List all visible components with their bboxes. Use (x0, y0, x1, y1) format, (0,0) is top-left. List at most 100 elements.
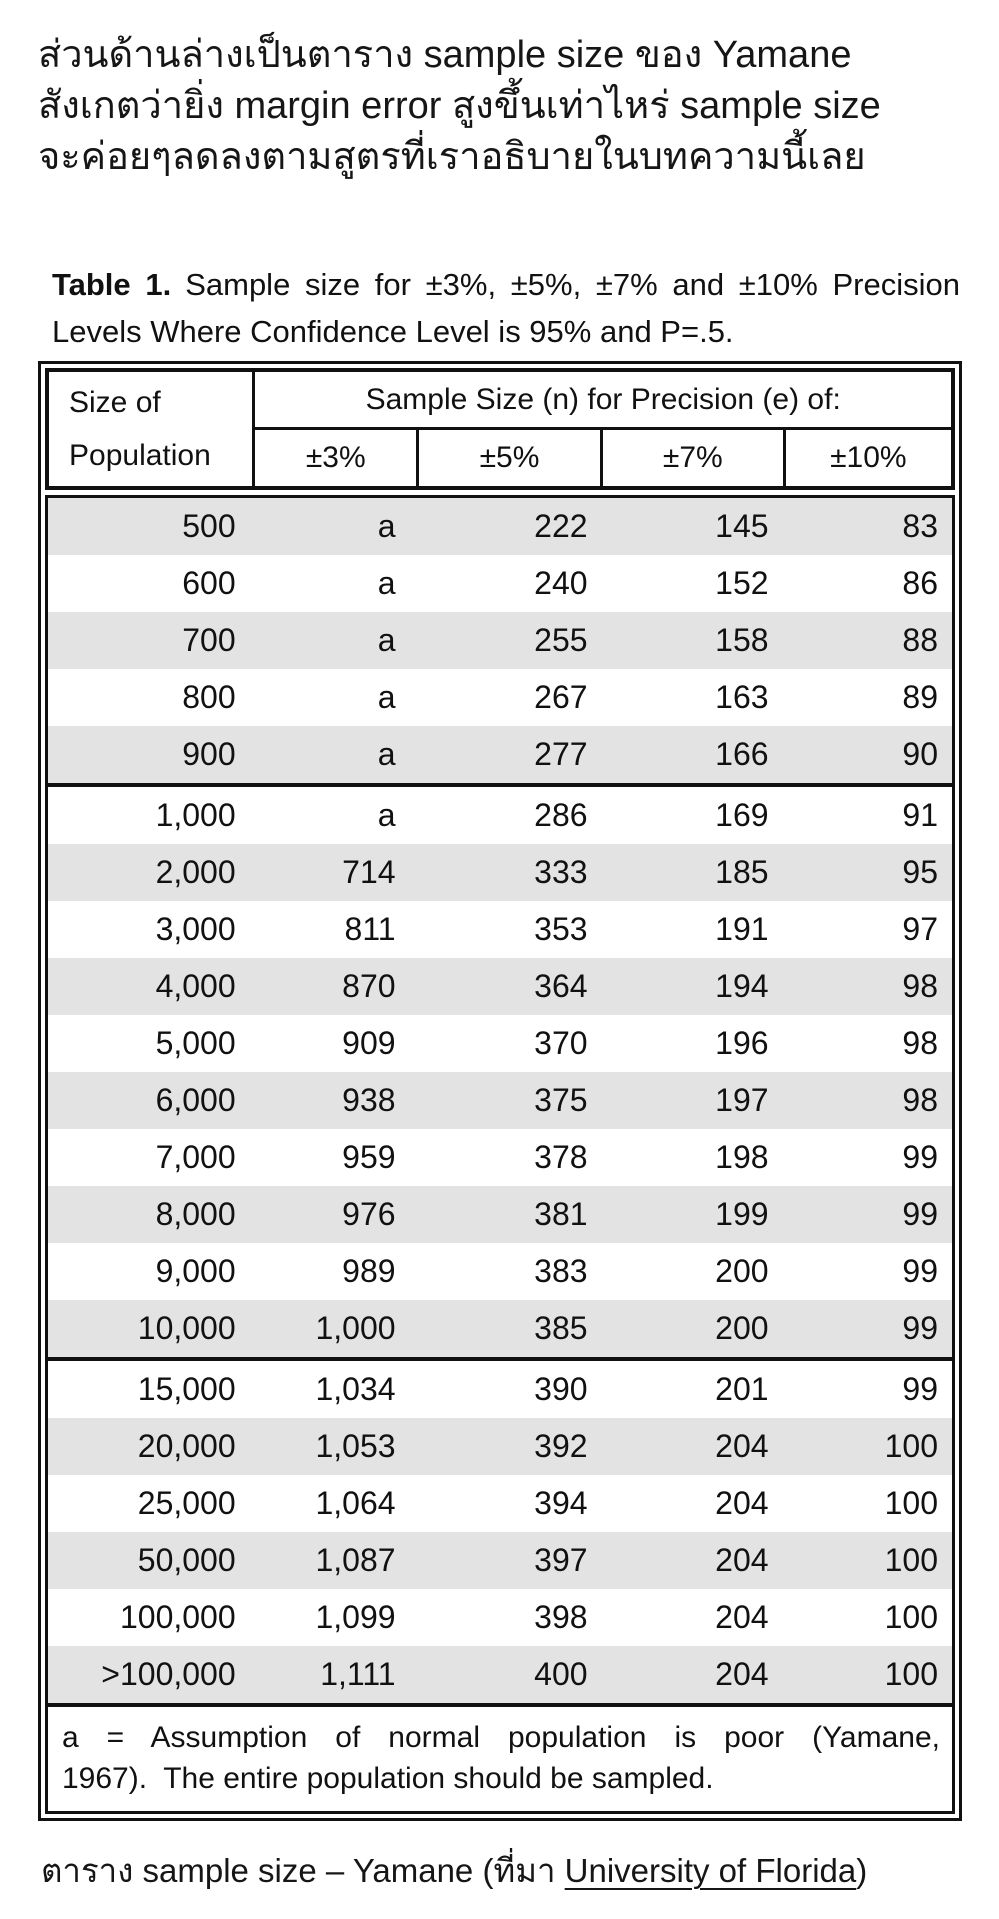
sample-size-cell: 976 (253, 1186, 418, 1243)
sample-size-cell: 100 (784, 1646, 954, 1705)
table-row: 2,000 714 333 185 95 (46, 844, 954, 901)
population-cell: 5,000 (155, 1025, 236, 1061)
table-row: 25,000 1,064 394 204 100 (47, 1475, 954, 1532)
sample-size-cell: 100 (784, 1532, 954, 1589)
population-cell: 800 (182, 679, 236, 715)
sample-size-cell: 185 (601, 844, 785, 901)
sample-size-cell: 277 (417, 726, 602, 785)
intro-line: ส่วนด้านล่างเป็นตาราง sample size ของ Ya… (38, 34, 852, 76)
caption-link[interactable]: University of Florida (564, 1852, 857, 1889)
sample-size-cell: 1,053 (253, 1418, 418, 1475)
population-cell: 10,000 (46, 1300, 254, 1359)
sample-size-cell: 88 (784, 612, 954, 669)
sample-size-cell: 370 (534, 1025, 588, 1061)
footnote-line: 1967). The entire population should be s… (62, 1762, 714, 1795)
population-cell: 15,000 (46, 1357, 254, 1418)
sample-size-cell: 870 (253, 958, 418, 1015)
sample-size-cell: a (253, 726, 418, 785)
sample-size-cell: 353 (534, 911, 588, 947)
sample-size-cell: 191 (715, 911, 769, 947)
caption-suffix: ) (856, 1852, 868, 1889)
sample-size-cell: 166 (601, 726, 785, 785)
image-caption: ตาราง sample size – Yamane (ที่มา Univer… (41, 1849, 969, 1893)
sample-size-cell: 222 (417, 496, 602, 555)
header-cell-sample-size-span: Sample Size (n) for Precision (e) of: (253, 370, 953, 430)
sample-size-cell: 394 (534, 1485, 588, 1521)
intro-paragraph: ส่วนด้านล่างเป็นตาราง sample size ของ Ya… (0, 0, 999, 183)
table-header: Size of Population Sample Size (n) for P… (45, 368, 955, 490)
population-cell: 700 (46, 612, 254, 669)
sample-size-cell: 333 (417, 844, 602, 901)
population-cell: 600 (182, 565, 236, 601)
table-row: 5,000 909 370 196 98 (47, 1015, 954, 1072)
sample-size-cell: 392 (417, 1418, 602, 1475)
sample-size-cell: 99 (784, 1357, 954, 1418)
table-body-box: 500 a 222 145 83 600 a 240 152 86 700 a 255 158 88 800 a… (45, 495, 955, 1814)
population-cell: 9,000 (155, 1253, 236, 1289)
sample-size-cell: 98 (902, 1025, 938, 1061)
sample-size-cell: 364 (417, 958, 602, 1015)
sample-size-cell: a (377, 679, 396, 715)
sample-size-cell: 286 (417, 783, 602, 844)
table-row: 500 a 222 145 83 (46, 496, 954, 555)
table-row: 4,000 870 364 194 98 (46, 958, 954, 1015)
table-row: 900 a 277 166 90 (46, 726, 954, 785)
table-row: 700 a 255 158 88 (46, 612, 954, 669)
table-row: 20,000 1,053 392 204 100 (46, 1418, 954, 1475)
sample-size-cell: 158 (601, 612, 785, 669)
sample-size-cell: 99 (902, 1139, 938, 1175)
table-footnote-section: a = Assumption of normal population is p… (46, 1703, 954, 1813)
sample-size-cell: 398 (534, 1599, 588, 1635)
sample-size-cell: 163 (715, 679, 769, 715)
table-row: 3,000 811 353 191 97 (47, 901, 954, 958)
population-cell: 3,000 (155, 911, 236, 947)
sample-size-cell: 383 (534, 1253, 588, 1289)
sample-size-cell: 196 (715, 1025, 769, 1061)
sample-size-cell: 204 (601, 1646, 785, 1705)
sample-size-cell: 95 (784, 844, 954, 901)
table-row: 15,000 1,034 390 201 99 (46, 1357, 954, 1418)
sample-size-cell: 1,099 (315, 1599, 396, 1635)
sample-size-cell: 204 (715, 1485, 769, 1521)
sample-size-cell: 714 (253, 844, 418, 901)
intro-line: สังเกตว่ายิ่ง margin error สูงขึ้นเท่าไห… (38, 85, 881, 127)
sample-size-cell: 169 (601, 783, 785, 844)
table-row: 800 a 267 163 89 (47, 669, 954, 726)
caption-text: ตาราง sample size – Yamane (ที่มา (41, 1852, 565, 1889)
population-cell: 7,000 (155, 1139, 236, 1175)
sample-size-cell: 1,034 (253, 1357, 418, 1418)
table-row: 6,000 938 375 197 98 (46, 1072, 954, 1129)
population-cell: 50,000 (46, 1532, 254, 1589)
sample-size-cell: a (253, 612, 418, 669)
header-cell-precision-7: ±7% (599, 428, 785, 488)
sample-size-cell: 811 (344, 911, 396, 947)
sample-size-cell: 200 (601, 1300, 785, 1359)
sample-size-cell: 194 (601, 958, 785, 1015)
header-cell-population: Size of Population (47, 370, 256, 488)
header-population-line2: Population (69, 439, 211, 472)
sample-size-cell: 98 (784, 958, 954, 1015)
sample-size-cell: 375 (417, 1072, 602, 1129)
population-cell: 20,000 (46, 1418, 254, 1475)
sample-size-cell: 98 (784, 1072, 954, 1129)
table-row: 50,000 1,087 397 204 100 (46, 1532, 954, 1589)
sample-size-cell: 400 (417, 1646, 602, 1705)
sample-size-cell: 397 (417, 1532, 602, 1589)
table-row: 1,000 a 286 169 91 (46, 783, 954, 844)
sample-size-cell: 255 (417, 612, 602, 669)
sample-size-cell: 91 (784, 783, 954, 844)
header-population-line1: Size of (69, 386, 161, 419)
sample-size-cell: a (253, 496, 418, 555)
table-title-text: Sample size for ±3%, ±5%, ±7% and ±10% P… (52, 267, 960, 349)
sample-size-cell: 390 (417, 1357, 602, 1418)
sample-size-cell: 198 (715, 1139, 769, 1175)
table-row: 10,000 1,000 385 200 99 (46, 1300, 954, 1359)
table-title: Table 1. Sample size for ±3%, ±5%, ±7% an… (52, 261, 960, 355)
sample-size-table: Size of Population Sample Size (n) for P… (38, 361, 962, 1821)
footnote-row: a = Assumption of normal population is p… (46, 1703, 954, 1813)
sample-size-cell: 100 (784, 1418, 954, 1475)
table-body: 500 a 222 145 83 600 a 240 152 86 700 a 255 158 88 800 a… (46, 496, 954, 1705)
sample-size-cell: 197 (601, 1072, 785, 1129)
header-cell-precision-10: ±10% (782, 428, 953, 488)
sample-size-cell: 100 (884, 1485, 938, 1521)
